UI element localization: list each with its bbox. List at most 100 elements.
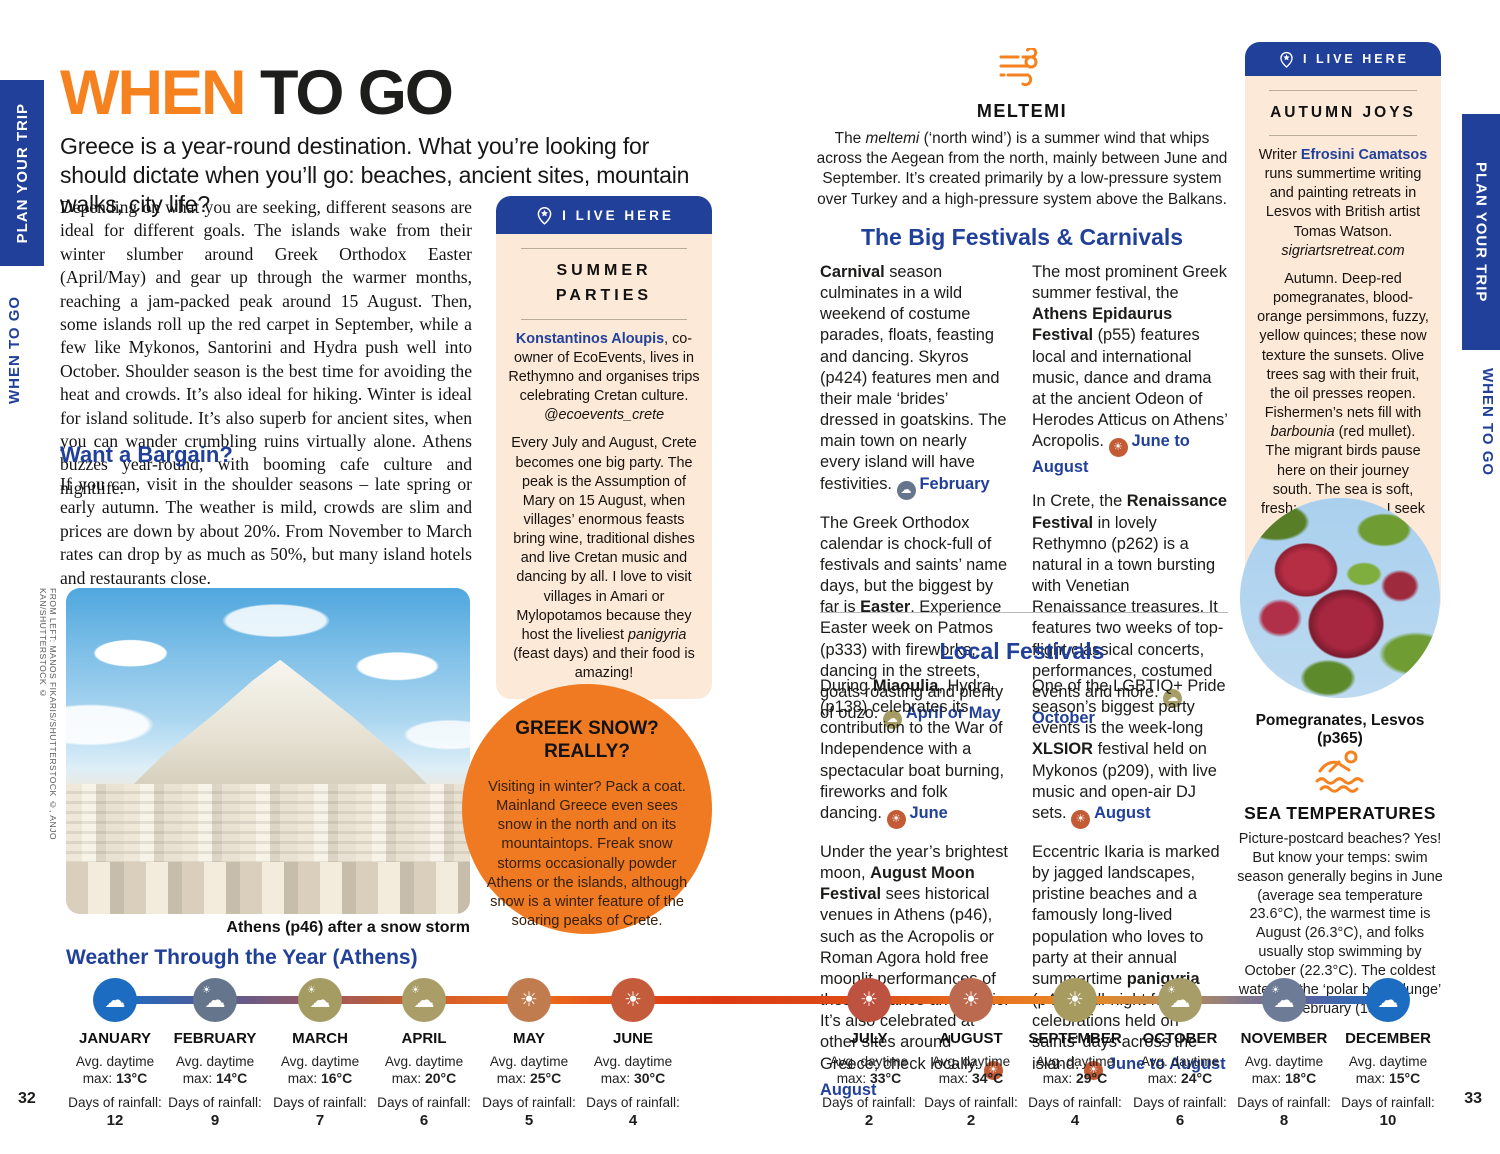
month-rainfall-label: Days of rainfall: (1341, 1095, 1435, 1111)
month-avg-max: Avg. daytime max: 14°C (175, 1054, 255, 1087)
month-avg-max: Avg. daytime max: 34°C (931, 1054, 1011, 1087)
page-title-rest: TO GO (244, 58, 454, 128)
rail-label: PLAN YOUR TRIP (13, 102, 31, 244)
small-sun-icon: ☀ (1271, 985, 1280, 996)
month-column: ☀ ☁ NOVEMBER Avg. daytime max: 18°C Days o… (1229, 978, 1339, 1129)
month-weather-icon: ☀ ☁ (1262, 978, 1306, 1022)
big-festivals-column-2: The most prominent Greek summer festival… (1032, 262, 1228, 742)
lede-paragraph: Greece is a year-round destination. What… (60, 133, 690, 218)
sun-icon: ☀ (520, 989, 538, 1011)
summer-box-title: SUMMER PARTIES (555, 262, 653, 304)
big-festivals-heading: The Big Festivals & Carnivals (860, 224, 1184, 250)
month-rainfall-value: 8 (1279, 1112, 1289, 1130)
rail-label: WHEN TO GO (1479, 368, 1496, 477)
month-weather-icon: ☀ ☁ (1158, 978, 1202, 1022)
month-rainfall-value: 5 (524, 1112, 534, 1130)
month-weather-icon: ☀ ☁ (298, 978, 342, 1022)
august-calendar-icon: ☀ (1071, 809, 1091, 829)
month-column: ☁ JANUARY Avg. daytime max: 13°C Days of … (60, 978, 170, 1129)
festival-paragraph: The most prominent Greek summer festival… (1032, 263, 1228, 477)
snow-callout-body: Visiting in winter? Pack a coat. Mainlan… (486, 778, 688, 930)
month-rainfall-value: 12 (106, 1112, 124, 1130)
month-rainfall-value: 4 (628, 1112, 638, 1130)
month-name: MAY (513, 1030, 545, 1047)
divider (1269, 90, 1417, 91)
festival-paragraph: During Miaoulia, Hydra (p138) celebrates… (820, 676, 1012, 829)
autumn-box-title: AUTUMN JOYS (1270, 104, 1416, 121)
festival-paragraph: Carnival season culminates in a wild wee… (820, 262, 1010, 500)
month-avg-max: Avg. daytime max: 33°C (829, 1054, 909, 1087)
month-rainfall-label: Days of rainfall: (1133, 1095, 1227, 1111)
month-name: JANUARY (79, 1030, 151, 1047)
snow-callout-title: GREEK SNOW? REALLY? (515, 718, 659, 762)
i-live-here-label: I LIVE HERE (562, 207, 674, 223)
month-rainfall-value: 2 (864, 1112, 874, 1130)
month-weather-icon: ☁ (93, 978, 137, 1022)
month-avg-max: Avg. daytime max: 25°C (489, 1054, 569, 1087)
summer-box-body: SUMMER PARTIES Konstantinos Aloupis, co-… (496, 234, 712, 700)
month-column: ☀ SEPTEMBER Avg. daytime max: 29°C Days o… (1020, 978, 1130, 1129)
month-column: ☀ MAY Avg. daytime max: 25°C Days of rain… (474, 978, 584, 1129)
cloud-icon: ☁ (1273, 988, 1295, 1012)
month-avg-max: Avg. daytime max: 30°C (593, 1054, 673, 1087)
august-calendar-icon: ☀ (983, 1060, 1003, 1080)
month-column: ☀ ☁ APRIL Avg. daytime max: 20°C Days of r… (369, 978, 479, 1129)
pomegranates-caption: Pomegranates, Lesvos (p365) (1255, 712, 1425, 747)
weather-section-heading: Weather Through the Year (Athens) (66, 946, 418, 969)
page-number-left: 32 (18, 1090, 36, 1107)
february-calendar-icon: ☁ (896, 480, 916, 500)
month-avg-max: Avg. daytime max: 18°C (1244, 1054, 1324, 1087)
month-weather-icon: ☀ (847, 978, 891, 1022)
month-column: ☀ JULY Avg. daytime max: 33°C Days of rai… (814, 978, 924, 1129)
sea-temperatures-title: SEA TEMPERATURES (1244, 803, 1436, 823)
month-name: MARCH (292, 1030, 348, 1047)
month-name: NOVEMBER (1240, 1030, 1328, 1047)
month-weather-icon: ☀ ☁ (402, 978, 446, 1022)
festival-paragraph: One of the LGBTIQ+ Pride season’s bigges… (1032, 676, 1228, 829)
athens-snow-photo (66, 588, 470, 914)
june-calendar-icon: ☀ (886, 809, 906, 829)
month-rainfall-label: Days of rainfall: (377, 1095, 471, 1111)
greek-snow-callout-circle: GREEK SNOW? REALLY? Visiting in winter? … (462, 684, 712, 934)
month-avg-max: Avg. daytime max: 24°C (1140, 1054, 1220, 1087)
cloud-icon: ☁ (104, 988, 126, 1012)
month-rainfall-value: 10 (1379, 1112, 1397, 1130)
month-avg-max: Avg. daytime max: 29°C (1035, 1054, 1115, 1087)
map-pin-star-icon (537, 206, 552, 225)
big-festivals-column-1: Carnival season culminates in a wild wee… (820, 262, 1010, 742)
month-rainfall-label: Days of rainfall: (68, 1095, 162, 1111)
month-column: ☀ ☁ FEBRUARY Avg. daytime max: 14°C Days o… (160, 978, 270, 1129)
left-rail-plan-your-trip: PLAN YOUR TRIP (0, 80, 44, 266)
month-rainfall-label: Days of rainfall: (1237, 1095, 1331, 1111)
month-avg-max: Avg. daytime max: 13°C (75, 1054, 155, 1087)
local-festivals-heading: Local Festivals (939, 638, 1105, 664)
cloud-icon: ☁ (1377, 988, 1399, 1012)
i-live-here-summer-box: I LIVE HERE SUMMER PARTIES Konstantinos … (496, 196, 712, 700)
month-rainfall-label: Days of rainfall: (924, 1095, 1018, 1111)
month-column: ☁ DECEMBER Avg. daytime max: 15°C Days of… (1333, 978, 1443, 1129)
month-name: DECEMBER (1345, 1030, 1431, 1047)
october-calendar-icon: ☁ (1163, 688, 1183, 708)
month-weather-icon: ☁ (1366, 978, 1410, 1022)
map-pin-star-icon (1280, 51, 1293, 68)
month-rainfall-value: 6 (419, 1112, 429, 1130)
month-column: ☀ JUNE Avg. daytime max: 30°C Days of rai… (578, 978, 688, 1129)
i-live-here-header: I LIVE HERE (1245, 42, 1441, 76)
divider (521, 318, 687, 320)
cloud-icon: ☁ (413, 988, 435, 1012)
month-rainfall-value: 2 (966, 1112, 976, 1130)
month-name: SEPTEMBER (1028, 1030, 1122, 1047)
athens-photo-caption: Athens (p46) after a snow storm (226, 919, 470, 936)
month-rainfall-value: 9 (210, 1112, 220, 1130)
wind-icon (999, 46, 1038, 87)
i-live-here-header: I LIVE HERE (496, 196, 712, 234)
month-column: ☀ ☁ OCTOBER Avg. daytime max: 24°C Days of… (1125, 978, 1235, 1129)
right-rail-plan-your-trip: PLAN YOUR TRIP (1462, 114, 1500, 350)
cloud-icon: ☁ (309, 988, 331, 1012)
june-august-calendar-icon: ☀ (1108, 438, 1128, 458)
month-rainfall-label: Days of rainfall: (273, 1095, 367, 1111)
timeline-gradient-line (115, 996, 1388, 1004)
page-title: WHEN TO GO (60, 62, 454, 125)
section-divider (820, 612, 1228, 613)
rail-label: WHEN TO GO (6, 295, 23, 404)
